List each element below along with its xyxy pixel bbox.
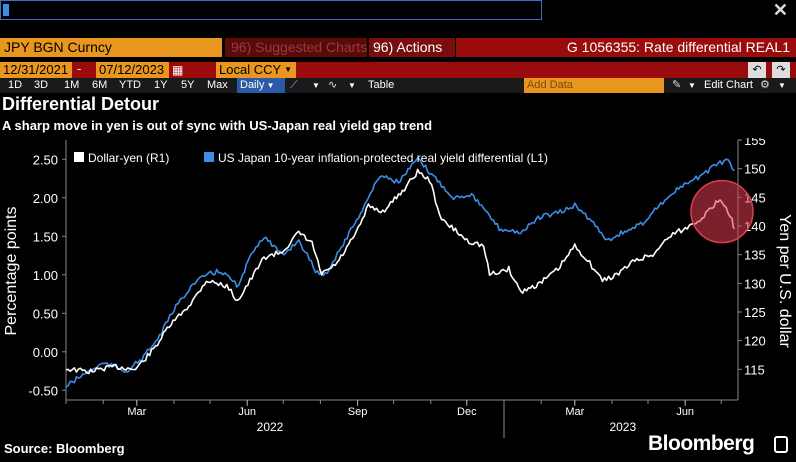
y-left-tick-label: 1.00 xyxy=(33,268,58,283)
chevron-down-icon[interactable]: ▼ xyxy=(778,81,786,90)
usd-jpy-line xyxy=(65,168,736,375)
currency-select[interactable]: Local CCY ▼ xyxy=(216,62,296,78)
period-max-button[interactable]: Max xyxy=(207,79,228,91)
highlight-circle xyxy=(690,179,754,244)
table-button[interactable]: Table xyxy=(368,79,395,91)
date-range-bar xyxy=(0,62,796,78)
period-6m-button[interactable]: 6M xyxy=(92,79,108,91)
y-right-tick-label: 130 xyxy=(744,276,766,291)
y-right-tick-label: 120 xyxy=(744,334,766,349)
y-right-tick-label: 115 xyxy=(744,362,765,377)
chart-subtitle: A sharp move in yen is out of sync with … xyxy=(2,118,433,133)
currency-value: Local CCY xyxy=(219,62,282,77)
edit-chart-button[interactable]: Edit Chart xyxy=(704,79,753,91)
x-tick-label: Dec xyxy=(457,406,477,418)
x-tick-label: Jun xyxy=(238,406,256,418)
bloomberg-logo: Bloomberg xyxy=(648,432,755,455)
x-tick-label: Mar xyxy=(127,406,146,418)
command-line-input[interactable] xyxy=(0,0,542,20)
chart-id: G 1056355: Rate differential REAL1 xyxy=(566,39,790,55)
legend-swatch-yield-diff xyxy=(204,152,214,162)
redo-icon[interactable]: ↷ xyxy=(772,62,790,78)
chart-title: Differential Detour xyxy=(2,94,160,114)
source-note: Source: Bloomberg xyxy=(4,441,125,456)
period-1d-button[interactable]: 1D xyxy=(8,79,23,91)
x-tick-label: Sep xyxy=(348,406,368,418)
legend-label-yield-diff: US Japan 10-year inflation-protected rea… xyxy=(218,151,548,165)
y-right-tick-label: 155 xyxy=(744,138,766,148)
y-right-tick-label: 150 xyxy=(744,162,766,177)
chart-legend: Dollar-yen (R1) US Japan 10-year inflatio… xyxy=(74,151,548,165)
y-left-tick-label: 0.50 xyxy=(33,306,58,321)
chevron-down-icon: ▼ xyxy=(284,65,292,74)
x-year-label: 2023 xyxy=(609,420,636,434)
security-name[interactable]: JPY BGN Curncy xyxy=(0,38,222,57)
y-right-axis-label: Yen per U.S. dollar xyxy=(776,214,793,348)
close-icon[interactable]: ✕ xyxy=(772,0,788,20)
chevron-down-icon: ▼ xyxy=(264,81,275,90)
start-date-field[interactable]: 12/31/2021 xyxy=(0,62,72,78)
suggested-charts-button[interactable]: 96) Suggested Charts xyxy=(225,38,367,57)
real-yield-diff-line xyxy=(65,157,735,388)
chevron-down-icon[interactable]: ▼ xyxy=(688,81,696,90)
y-left-tick-label: -0.50 xyxy=(28,383,58,398)
y-left-tick-label: 2.00 xyxy=(33,191,58,206)
y-left-axis-label: Percentage points xyxy=(3,207,20,336)
line-chart: -0.50 0.00 0.50 1.00 1.50 2.00 2.50 115 120 125 13… xyxy=(3,138,793,438)
legend-swatch-usd-jpy xyxy=(74,152,84,162)
date-separator: - xyxy=(77,61,82,76)
x-year-label: 2022 xyxy=(257,420,284,434)
chevron-down-icon[interactable]: ▼ xyxy=(312,81,320,90)
end-date-field[interactable]: 07/12/2023 xyxy=(96,62,169,78)
bloomberg-terminal-icon xyxy=(774,436,788,453)
chart-lines xyxy=(65,157,754,388)
chart-axes: -0.50 0.00 0.50 1.00 1.50 2.00 2.50 115 120 125 13… xyxy=(3,138,793,438)
actions-menu-button[interactable]: 96) Actions ▼ xyxy=(369,38,455,73)
frequency-value: Daily xyxy=(240,79,265,91)
line-chart-icon[interactable]: ⟋ xyxy=(290,79,298,91)
actions-label: 96) Actions xyxy=(373,39,443,55)
period-1y-button[interactable]: 1Y xyxy=(154,79,168,91)
annotate-icon[interactable]: ✎ xyxy=(672,79,682,91)
indicators-icon[interactable]: ∿ xyxy=(328,79,338,91)
undo-icon[interactable]: ↶ xyxy=(748,62,766,78)
y-left-tick-label: 2.50 xyxy=(33,152,58,167)
y-right-tick-label: 135 xyxy=(744,248,766,263)
period-1m-button[interactable]: 1M xyxy=(64,79,80,91)
frequency-select[interactable]: Daily ▼ xyxy=(237,78,285,93)
settings-icon[interactable]: ⚙ xyxy=(760,79,770,91)
calendar-icon[interactable]: ▦ xyxy=(172,63,184,77)
period-3d-button[interactable]: 3D xyxy=(34,79,49,91)
period-ytd-button[interactable]: YTD xyxy=(119,79,141,91)
chevron-down-icon[interactable]: ▼ xyxy=(348,81,356,90)
x-tick-label: Mar xyxy=(565,406,584,418)
period-5y-button[interactable]: 5Y xyxy=(181,79,195,91)
add-data-input[interactable]: Add Data xyxy=(524,78,664,93)
x-tick-label: Jun xyxy=(676,406,694,418)
y-right-tick-label: 125 xyxy=(744,305,766,320)
command-cursor xyxy=(3,4,9,16)
y-left-tick-label: 1.50 xyxy=(33,229,58,244)
y-left-tick-label: 0.00 xyxy=(33,345,58,360)
legend-label-usd-jpy: Dollar-yen (R1) xyxy=(88,151,169,165)
chart-id-bar xyxy=(456,38,796,57)
